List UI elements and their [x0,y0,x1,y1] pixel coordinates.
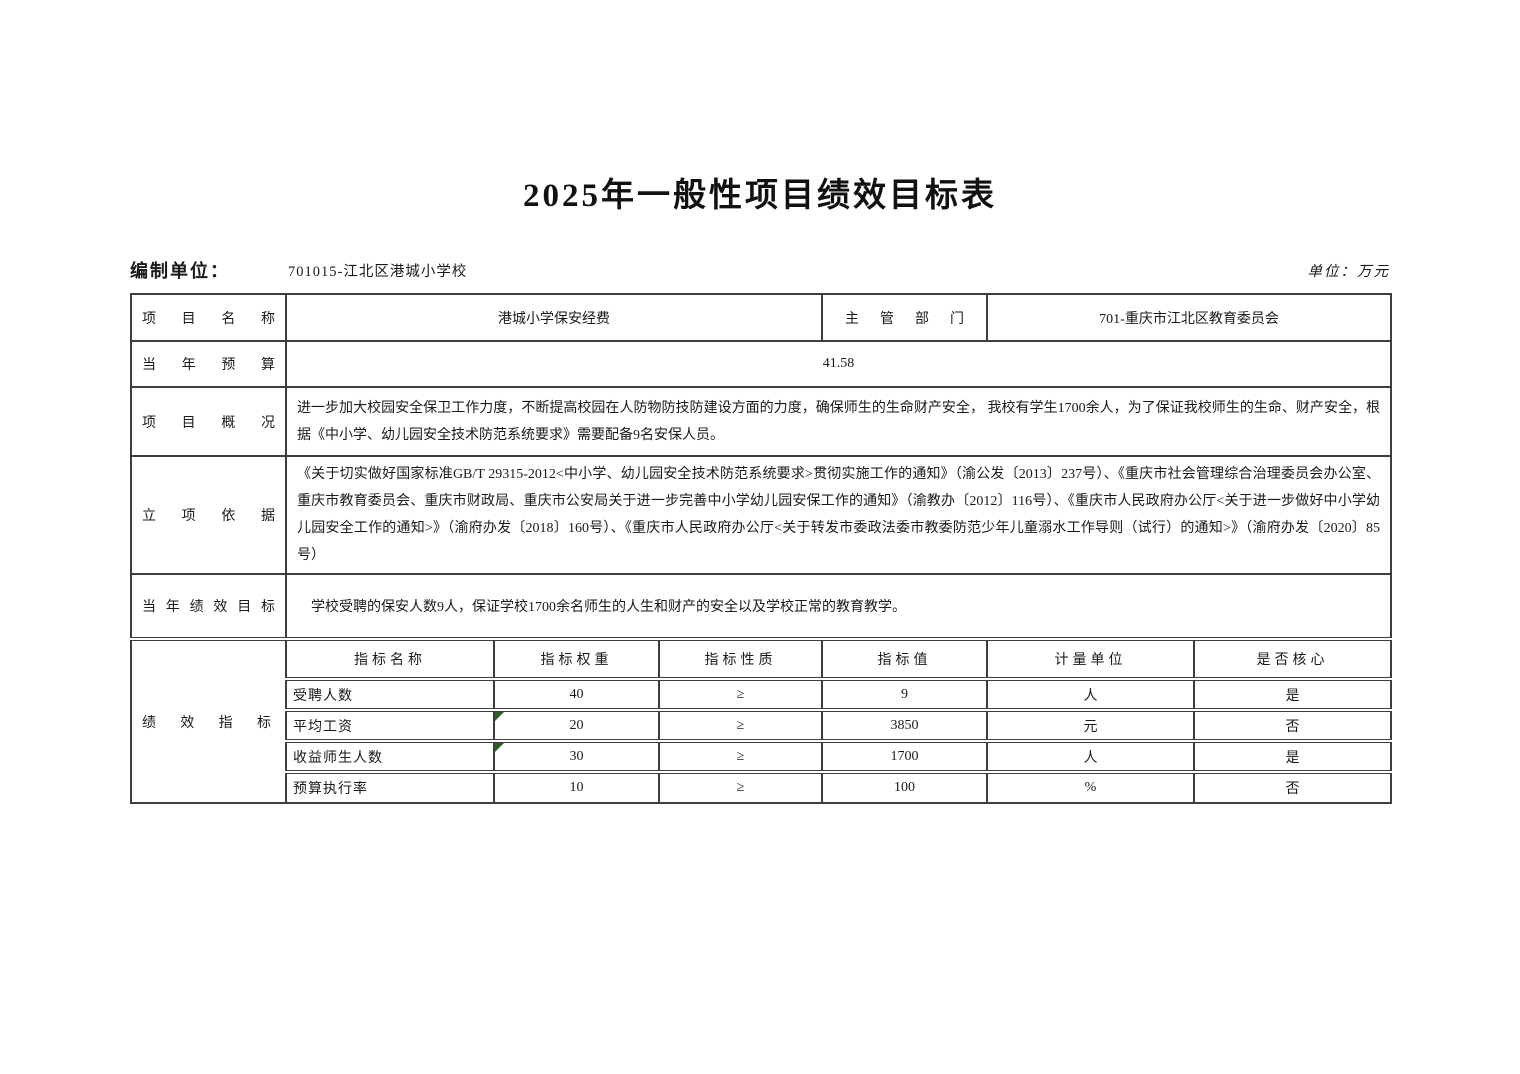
indicator-col-nature: 指标性质 [658,637,823,680]
annual-goal-label: 当年绩效目标 [130,573,287,640]
annual-goal-value: 学校受聘的保安人数9人，保证学校1700余名师生的人生和财产的安全以及学校正常的… [284,573,1393,640]
indicator-col-name: 指标名称 [285,637,495,680]
indicator-core-cell: 否 [1192,708,1393,742]
overview-label: 项目概况 [130,386,287,457]
budget-value: 41.58 [284,340,1393,388]
indicator-row: 预算执行率 10 ≥ 100 % 否 [131,770,1393,804]
department-label: 主管部门 [821,293,988,342]
indicator-weight-cell: 30 [493,739,660,773]
basis-label: 立项依据 [130,455,287,575]
indicator-row: 受聘人数 40 ≥ 9 人 是 [131,677,1393,711]
prepared-by-label: 编制单位： [130,261,230,281]
indicator-col-weight: 指标权重 [493,637,660,680]
table-row: 当年预算 41.58 [130,340,1393,388]
indicator-col-core: 是否核心 [1192,637,1393,680]
indicator-row: 收益师生人数 30 ≥ 1700 人 是 [131,739,1393,773]
indicator-weight-cell: 20 [493,708,660,742]
indicator-col-unit: 计量单位 [986,637,1195,680]
basis-value: 《关于切实做好国家标准GB/T 29315-2012<中小学、幼儿园安全技术防范… [284,455,1393,575]
indicator-weight-value: 20 [569,717,584,733]
indicator-col-value: 指标值 [821,637,988,680]
indicator-value-cell: 1700 [821,739,988,773]
indicator-unit-cell: 人 [986,739,1195,773]
prepared-by-value: 701015-江北区港城小学校 [288,263,468,280]
indicators-label: 绩效指标 [130,637,287,804]
indicator-row: 平均工资 20 ≥ 3850 元 否 [131,708,1393,742]
table-row: 项目概况 进一步加大校园安全保卫工作力度，不断提高校园在人防物防技防建设方面的力… [130,386,1393,457]
indicator-name-cell: 平均工资 [285,708,495,742]
table-row: 立项依据 《关于切实做好国家标准GB/T 29315-2012<中小学、幼儿园安… [130,455,1393,575]
indicator-core-cell: 是 [1192,677,1393,711]
indicator-unit-cell: % [986,770,1195,804]
overview-value: 进一步加大校园安全保卫工作力度，不断提高校园在人防物防技防建设方面的力度，确保师… [284,386,1393,457]
indicator-value-cell: 3850 [821,708,988,742]
indicator-value-cell: 9 [821,677,988,711]
table-row: 当年绩效目标 学校受聘的保安人数9人，保证学校1700余名师生的人生和财产的安全… [130,573,1393,640]
indicator-core-cell: 是 [1192,739,1393,773]
table-row: 项目名称 港城小学保安经费 主管部门 701-重庆市江北区教育委员会 [130,293,1393,342]
cell-comment-marker-icon [496,745,504,752]
indicator-name-cell: 收益师生人数 [285,739,495,773]
indicator-nature-cell: ≥ [658,708,823,742]
indicator-header-row: 绩效指标 指标名称 指标权重 指标性质 指标值 计量单位 是否核心 [130,637,1393,804]
performance-target-table: 项目名称 港城小学保安经费 主管部门 701-重庆市江北区教育委员会 当年预算 … [130,293,1393,804]
indicator-name-cell: 预算执行率 [285,770,495,804]
indicator-weight-cell: 10 [493,770,660,804]
indicator-nature-cell: ≥ [658,770,823,804]
indicator-core-cell: 否 [1192,770,1393,804]
indicator-unit-cell: 元 [986,708,1195,742]
page-title: 2025年一般性项目绩效目标表 [523,178,997,214]
indicator-value-cell: 100 [821,770,988,804]
indicator-weight-value: 30 [569,748,584,764]
meta-row: 编制单位： 701015-江北区港城小学校 单位：万元 [130,252,1390,288]
indicator-nature-cell: ≥ [658,677,823,711]
indicator-weight-cell: 40 [493,677,660,711]
indicator-unit-cell: 人 [986,677,1195,711]
budget-label: 当年预算 [130,340,287,388]
project-name-value: 港城小学保安经费 [285,293,823,342]
project-name-label: 项目名称 [130,293,287,342]
indicator-name-cell: 受聘人数 [285,677,495,711]
unit-note: 单位：万元 [1307,263,1390,280]
indicator-nature-cell: ≥ [658,739,823,773]
cell-comment-marker-icon [496,714,504,721]
department-value: 701-重庆市江北区教育委员会 [985,293,1393,342]
